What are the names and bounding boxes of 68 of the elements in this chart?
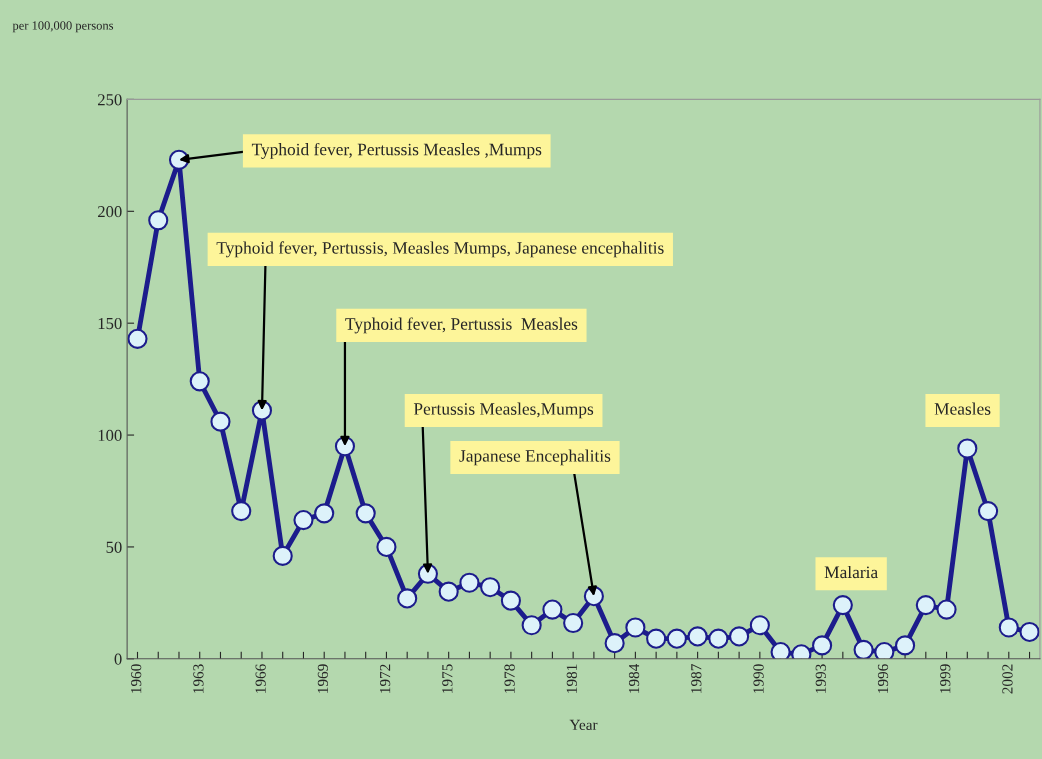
y-tick-label: 200 [97,206,122,218]
point [853,639,874,659]
annotation: Typhoid fever, Pertussis Measles ,Mumps [251,142,542,159]
point [293,510,314,531]
point [998,617,1019,638]
point [438,581,459,602]
point [563,612,584,634]
point [729,626,750,647]
y-tick-label: 100 [98,429,122,442]
x-tick-label: 1990 [753,664,764,693]
x-tick-label: 1981 [566,664,577,693]
x-tick-label: 2002 [1002,664,1013,694]
point [542,599,563,620]
x-axis-title: Year [569,719,598,730]
x-tick-label: 1996 [877,664,889,693]
point [625,617,646,638]
point [1019,621,1040,643]
point [749,615,770,636]
point [977,501,999,522]
point [957,438,978,459]
x-tick-label: 1999 [940,664,951,693]
x-tick-label: 1963 [193,664,204,693]
point [770,642,791,659]
annotation: Japanese Encephalitis [459,449,611,466]
point [231,501,252,522]
point [521,615,542,636]
point [666,628,687,649]
annotation: Malaria [824,565,878,579]
annotation: Measles [934,402,991,415]
point [148,210,169,231]
x-tick-label: 1972 [380,664,391,693]
point [210,411,231,432]
point [708,628,729,649]
x-tick-label: 1987 [691,664,702,693]
point [355,503,376,524]
point [272,545,293,566]
point [895,635,916,656]
annotation: Typhoid fever, Pertussis Measles [345,317,578,334]
point [832,595,853,616]
y-tick-label: 50 [106,541,122,553]
point [812,635,833,656]
x-tick-label: 1966 [255,664,266,693]
point [480,577,501,598]
point [459,572,480,593]
point [127,328,148,349]
x-tick-label: 1978 [504,664,515,693]
y-tick-label: 0 [114,653,122,665]
point [687,626,708,647]
x-tick-label: 1993 [815,664,826,693]
point [189,371,210,392]
annotation: Pertussis Measles,Mumps [413,402,594,419]
x-tick-label: 1960 [131,664,142,693]
point [874,642,895,659]
point [500,590,521,611]
x-tick-label: 1969 [317,664,329,693]
y-tick-label: 250 [97,94,122,106]
point [915,595,936,616]
x-tick-label: 1984 [628,663,640,693]
point [314,503,335,524]
point [646,628,667,649]
point [376,536,397,557]
point [604,633,625,654]
point [936,599,957,620]
x-tick-label: 1975 [442,664,453,693]
point [397,588,418,609]
y-tick-label: 150 [98,317,122,330]
y-axis-title: per 100,000 persons [12,21,114,33]
annotation: Typhoid fever, Pertussis, Measles Mumps, Japanese encephalitis [216,241,664,258]
